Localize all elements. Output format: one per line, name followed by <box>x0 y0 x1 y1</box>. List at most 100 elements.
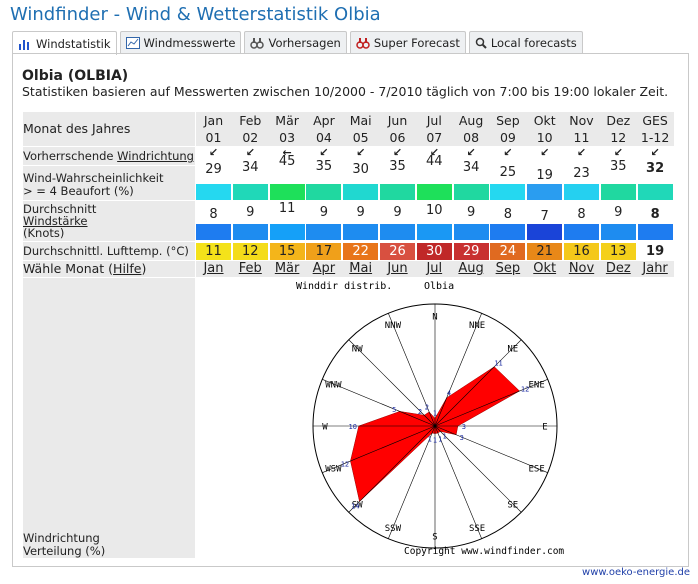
month-number: 02 <box>233 130 268 145</box>
month-label: Okt <box>527 113 562 128</box>
direction-arrow-icon: ↙ <box>638 146 673 160</box>
month-select-link[interactable]: Mär <box>270 261 305 276</box>
month-select-link[interactable]: Nov <box>564 261 599 276</box>
probability-value: 29 <box>196 162 231 177</box>
speed-value: 8 <box>490 207 525 222</box>
temperature-cell: 17 <box>306 243 341 260</box>
month-label: Jan <box>196 113 231 128</box>
probability-bar <box>490 184 525 200</box>
tab-windmesswerte[interactable]: Windmesswerte <box>120 31 242 54</box>
speed-bar <box>196 224 231 240</box>
direction-arrow-icon: ↙ <box>196 146 231 160</box>
temperature-cell: 24 <box>490 243 525 260</box>
probability-value: 35 <box>601 159 636 174</box>
month-select-link[interactable]: Jan <box>196 261 231 276</box>
probability-bar <box>564 184 599 200</box>
rose-value-label: 1 <box>428 436 432 444</box>
probability-value: 32 <box>638 161 673 176</box>
rose-direction-label: NNW <box>385 321 402 331</box>
magnifier-icon <box>475 37 487 49</box>
tab-bar: Windstatistik Windmesswerte Vorhersagen … <box>12 31 583 54</box>
speed-value: 9 <box>306 205 341 220</box>
month-label: Sep <box>490 113 525 128</box>
month-label: Jun <box>380 113 415 128</box>
binoculars-icon <box>356 37 370 49</box>
probability-bar <box>306 184 341 200</box>
tab-local-forecasts[interactable]: Local forecasts <box>469 31 583 54</box>
row-label-direction: Vorherrschende Windrichtung <box>23 149 194 163</box>
rose-direction-label: SSW <box>385 524 402 534</box>
rose-direction-label: ESE <box>528 465 544 475</box>
month-label: Feb <box>233 113 268 128</box>
rose-value-label: 3 <box>462 423 466 431</box>
probability-value: 34 <box>454 160 489 175</box>
month-number: 03 <box>270 130 305 145</box>
month-number: 1-12 <box>638 130 673 145</box>
temperature-cell: 11 <box>196 243 231 260</box>
rose-value-label: 1 <box>433 409 437 417</box>
hilfe-link[interactable]: Hilfe <box>113 261 141 276</box>
temperature-cell: 30 <box>417 243 452 260</box>
rose-direction-label: WSW <box>325 465 342 475</box>
month-number: 01 <box>196 130 231 145</box>
month-label: Aug <box>454 113 489 128</box>
rose-value-label: 11 <box>494 359 502 367</box>
rose-value-label: 12 <box>521 386 529 394</box>
month-select-link[interactable]: Jahr <box>638 261 673 276</box>
rose-direction-label: SSE <box>469 524 485 534</box>
probability-bar <box>601 184 636 200</box>
rose-value-label: 1 <box>433 437 437 445</box>
month-select-link[interactable]: Jul <box>417 261 452 276</box>
month-select-link[interactable]: Sep <box>490 261 525 276</box>
tab-vorhersagen[interactable]: Vorhersagen <box>244 31 346 54</box>
month-label: Apr <box>306 113 341 128</box>
footer-link[interactable]: www.oeko-energie.de <box>582 567 690 578</box>
month-select-link[interactable]: Apr <box>306 261 341 276</box>
rose-copyright: Copyright www.windfinder.com <box>404 546 564 557</box>
temperature-cell: 26 <box>380 243 415 260</box>
probability-value: 45 <box>270 154 305 169</box>
month-number: 10 <box>527 130 562 145</box>
speed-bar <box>306 224 341 240</box>
temperature-cell: 29 <box>454 243 489 260</box>
temperature-cell: 16 <box>564 243 599 260</box>
temperature-cell: 12 <box>233 243 268 260</box>
month-select-link[interactable]: Dez <box>601 261 636 276</box>
tab-label: Windstatistik <box>36 37 111 51</box>
month-number: 09 <box>490 130 525 145</box>
month-select-link[interactable]: Feb <box>233 261 268 276</box>
windrichtung-link[interactable]: Windrichtung <box>117 149 194 163</box>
month-select-link[interactable]: Aug <box>454 261 489 276</box>
month-number: 06 <box>380 130 415 145</box>
speed-bar <box>527 224 562 240</box>
rose-value-label: 2 <box>425 403 429 411</box>
direction-arrow-icon: ↙ <box>343 146 378 160</box>
rose-value-label: 5 <box>392 406 396 414</box>
probability-value: 35 <box>306 159 341 174</box>
speed-value: 9 <box>343 205 378 220</box>
temperature-cell: 22 <box>343 243 378 260</box>
speed-value: 8 <box>638 207 673 222</box>
speed-value: 9 <box>454 205 489 220</box>
tab-label: Vorhersagen <box>268 36 340 50</box>
row-label-temp: Durchschnittl. Lufttemp. (°C) <box>23 244 189 258</box>
row-label-select: Wähle Monat (Hilfe) <box>23 261 146 276</box>
bar-chart-icon <box>18 38 32 50</box>
probability-bar <box>343 184 378 200</box>
tab-super-forecast[interactable]: Super Forecast <box>350 31 466 54</box>
location-heading: Olbia (OLBIA) <box>22 68 128 84</box>
month-label: Mär <box>270 113 305 128</box>
rose-value-label: 4 <box>447 389 451 397</box>
speed-bar <box>270 224 305 240</box>
row-label-speed: Durchschnitt Windstärke (Knots) <box>23 203 96 239</box>
month-number: 05 <box>343 130 378 145</box>
month-select-link[interactable]: Jun <box>380 261 415 276</box>
month-label: Nov <box>564 113 599 128</box>
month-select-link[interactable]: Okt <box>527 261 562 276</box>
rose-direction-label: WNW <box>325 380 342 390</box>
month-number: 12 <box>601 130 636 145</box>
month-select-link[interactable]: Mai <box>343 261 378 276</box>
speed-bar <box>454 224 489 240</box>
rose-value-label: 12 <box>341 460 349 468</box>
tab-windstatistik[interactable]: Windstatistik <box>12 31 117 55</box>
